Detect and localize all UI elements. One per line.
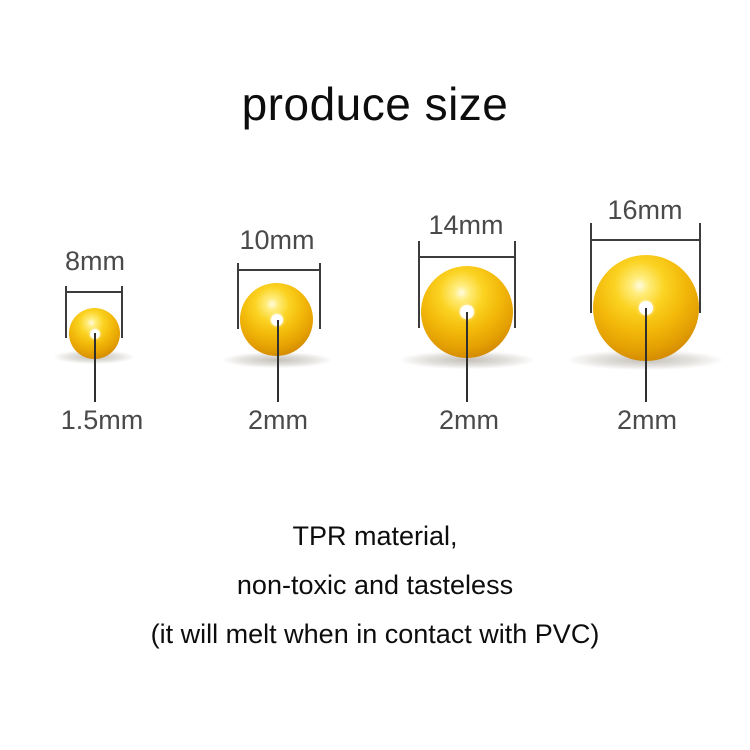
material-line: non-toxic and tasteless <box>236 570 514 600</box>
bead-diameter-label: 16mm <box>607 195 683 225</box>
dimension-line <box>238 269 321 271</box>
material-line: (it will melt when in contact with PVC) <box>150 619 600 649</box>
dimension-line <box>419 256 516 258</box>
dimension-line <box>591 239 701 241</box>
hole-pointer-line <box>277 320 279 402</box>
dimension-tick-left <box>65 286 67 338</box>
dimension-tick-left <box>237 263 239 329</box>
hole-size-label: 2mm <box>248 405 308 435</box>
dimension-tick-right <box>699 223 701 313</box>
dimension-tick-right <box>121 286 123 338</box>
bead-hole <box>270 313 283 326</box>
bead-image <box>240 283 313 356</box>
hole-size-label: 1.5mm <box>60 405 144 435</box>
hole-pointer-line <box>466 312 468 402</box>
dimension-tick-left <box>590 223 592 313</box>
hole-pointer-line <box>94 333 96 402</box>
dimension-tick-right <box>319 263 321 329</box>
bead-diameter-label: 8mm <box>65 246 125 276</box>
bead-diameter-label: 14mm <box>428 210 504 240</box>
material-line: TPR material, <box>292 521 458 551</box>
dimension-line <box>66 291 123 293</box>
dimension-tick-left <box>418 241 420 328</box>
hole-size-label: 2mm <box>439 405 499 435</box>
page-title: produce size <box>241 78 509 130</box>
dimension-tick-right <box>514 241 516 328</box>
hole-size-label: 2mm <box>617 405 677 435</box>
material-description: TPR material, non-toxic and tasteless (i… <box>0 512 750 659</box>
hole-pointer-line <box>645 308 647 402</box>
bead-diameter-label: 10mm <box>239 225 315 255</box>
